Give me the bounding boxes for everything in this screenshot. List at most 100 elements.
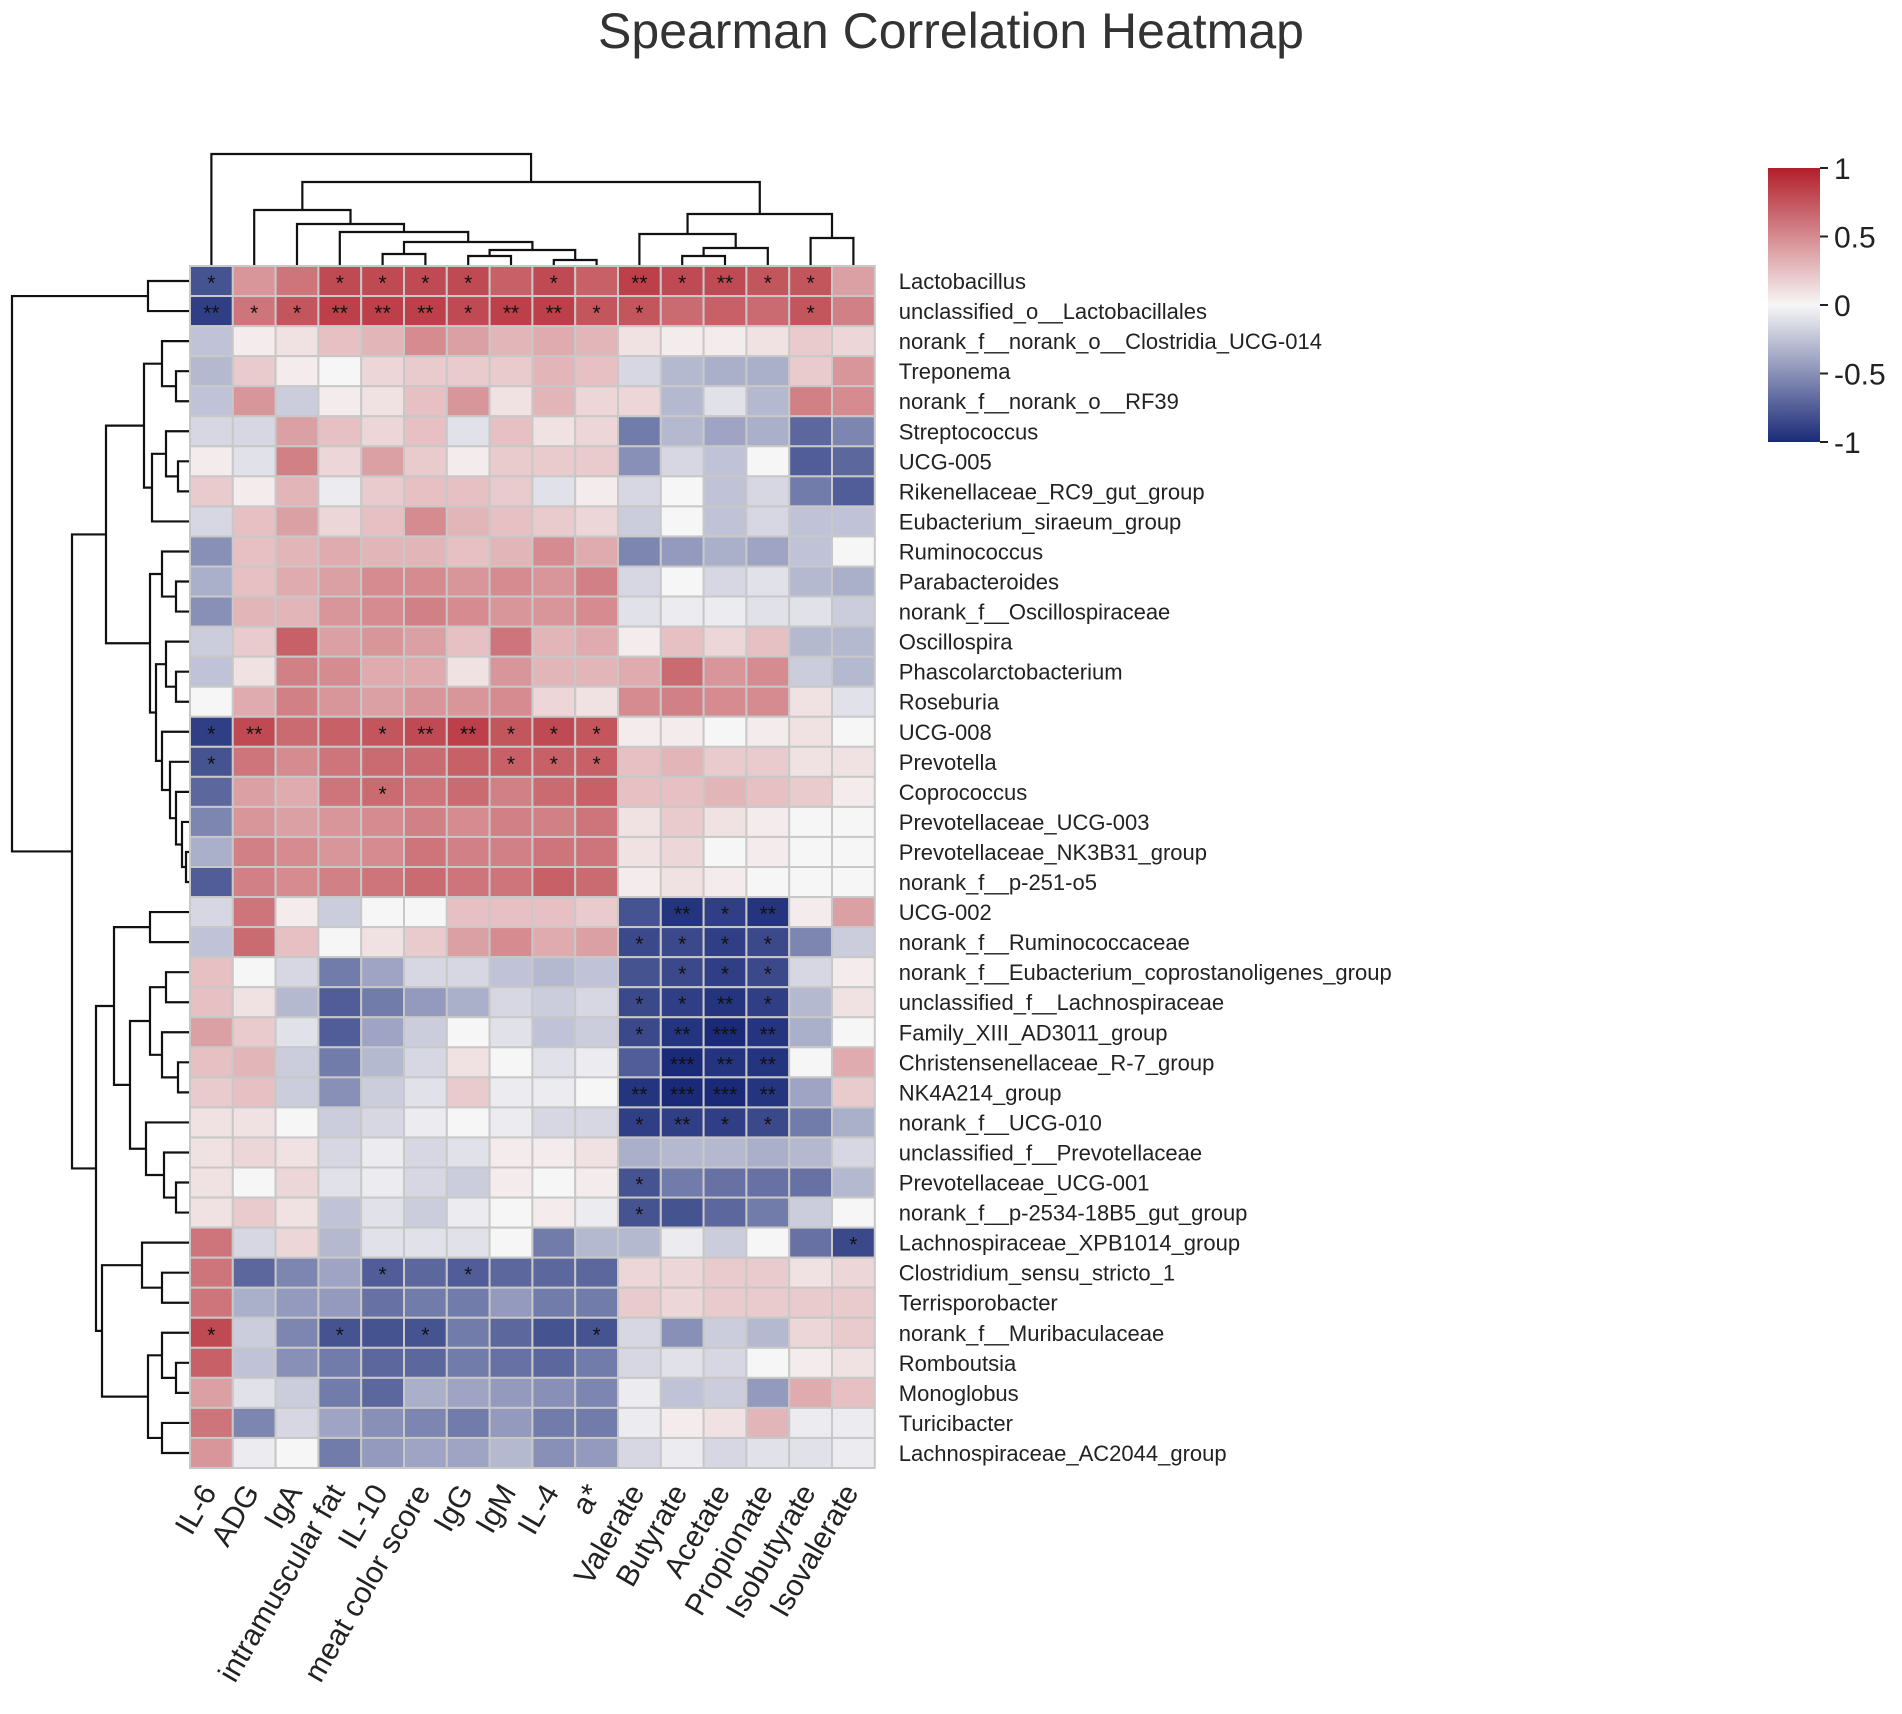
heatmap-cell — [445, 805, 491, 838]
heatmap-cell — [445, 835, 491, 869]
heatmap-cell — [360, 685, 406, 718]
heatmap-cell — [360, 415, 406, 448]
heatmap-cell — [317, 445, 363, 478]
heatmap-cell — [403, 835, 448, 869]
heatmap-cell — [659, 385, 705, 418]
heatmap-cell — [831, 986, 876, 1019]
heatmap-cell — [788, 625, 834, 658]
significance-marker: *** — [670, 1083, 695, 1106]
significance-marker: ** — [760, 1083, 776, 1106]
heatmap-cell — [488, 896, 534, 929]
heatmap-cell — [445, 445, 491, 478]
heatmap-cell — [231, 625, 277, 658]
heatmap-cell — [659, 595, 705, 628]
heatmap-cell — [231, 956, 277, 989]
dendrogram-branch — [809, 236, 855, 266]
heatmap-cell — [488, 866, 534, 899]
heatmap-cell — [360, 1436, 406, 1469]
heatmap-cell — [274, 926, 320, 959]
heatmap-cell — [831, 1406, 876, 1439]
heatmap-cell — [360, 1316, 406, 1349]
heatmap-cell — [659, 1376, 705, 1409]
heatmap-cell — [189, 896, 234, 929]
heatmap-cell — [531, 355, 577, 388]
heatmap-cell — [745, 1436, 791, 1469]
heatmap-cell — [617, 866, 662, 899]
significance-marker: * — [721, 963, 729, 986]
heatmap-cell — [445, 926, 491, 959]
significance-marker: ** — [674, 903, 690, 926]
heatmap-cell — [189, 445, 234, 478]
heatmap-cell — [360, 1046, 406, 1079]
row-label: Parabacteroides — [899, 570, 1059, 595]
heatmap-cell — [189, 835, 234, 869]
heatmap-cell — [788, 1226, 834, 1259]
row-label: Eubacterium_siraeum_group — [899, 509, 1182, 534]
heatmap-cell — [403, 866, 448, 899]
row-label: Prevotella — [899, 750, 998, 775]
heatmap-cell — [745, 445, 791, 478]
heatmap-cell — [317, 896, 363, 929]
colorbar-tick-label: -0.5 — [1834, 359, 1886, 392]
heatmap-cell — [445, 1016, 491, 1049]
heatmap-cell — [360, 325, 406, 358]
significance-marker: * — [421, 1324, 429, 1347]
heatmap-cell — [317, 1376, 363, 1409]
heatmap-cell — [831, 1076, 876, 1109]
heatmap-cell — [488, 1016, 534, 1049]
heatmap-cell — [702, 805, 748, 838]
heatmap-cell — [531, 986, 577, 1019]
heatmap-cell — [574, 896, 620, 929]
heatmap-cell — [531, 956, 577, 989]
heatmap-cell — [531, 1136, 577, 1169]
dendrogram-branch — [160, 1031, 190, 1079]
dendrogram-branch — [150, 452, 190, 523]
heatmap-cell — [788, 1166, 834, 1199]
heatmap-cell — [445, 1316, 491, 1349]
heatmap-cell — [360, 1016, 406, 1049]
heatmap-cell — [231, 835, 277, 869]
heatmap-cell — [403, 415, 448, 448]
heatmap-cell — [831, 1106, 876, 1139]
heatmap-cell — [788, 1406, 834, 1439]
significance-marker: ** — [332, 302, 348, 325]
heatmap-cell — [274, 1016, 320, 1049]
heatmap-cell — [574, 986, 620, 1019]
heatmap-cell — [617, 415, 662, 448]
heatmap-cell — [788, 1286, 834, 1319]
heatmap-cell — [488, 655, 534, 688]
heatmap-cell — [617, 1316, 662, 1349]
heatmap-cell — [189, 775, 234, 808]
heatmap-cell — [488, 1226, 534, 1259]
heatmap-cell — [788, 1016, 834, 1049]
heatmap-cell — [531, 1106, 577, 1139]
heatmap-cell — [659, 1166, 705, 1199]
row-label: norank_f__Eubacterium_coprostanoligenes_… — [899, 960, 1392, 985]
heatmap-cell — [574, 445, 620, 478]
heatmap-cell — [360, 1136, 406, 1169]
heatmap-cell — [788, 535, 834, 568]
heatmap-cell — [231, 1406, 277, 1439]
heatmap-cell — [788, 685, 834, 718]
heatmap-cell — [360, 745, 406, 778]
heatmap-cell — [702, 655, 748, 688]
heatmap-cell — [702, 1136, 748, 1169]
heatmap-cell — [488, 986, 534, 1019]
significance-marker: ** — [631, 1083, 647, 1106]
column-label: ADG — [205, 1479, 266, 1552]
heatmap-cell — [531, 1196, 577, 1229]
heatmap-cell — [274, 1136, 320, 1169]
heatmap-cell — [659, 1076, 705, 1109]
heatmap-cell — [488, 475, 534, 508]
heatmap-cell — [360, 265, 406, 298]
heatmap-cell — [531, 1076, 577, 1109]
heatmap-cell — [531, 835, 577, 869]
heatmap-cell — [617, 1376, 662, 1409]
heatmap-cell — [274, 1076, 320, 1109]
heatmap-cell — [445, 685, 491, 718]
heatmap-cell — [231, 1316, 277, 1349]
heatmap-cell — [831, 415, 876, 448]
heatmap-cell — [659, 565, 705, 598]
heatmap-cell — [403, 1436, 448, 1469]
heatmap-cell — [360, 385, 406, 418]
